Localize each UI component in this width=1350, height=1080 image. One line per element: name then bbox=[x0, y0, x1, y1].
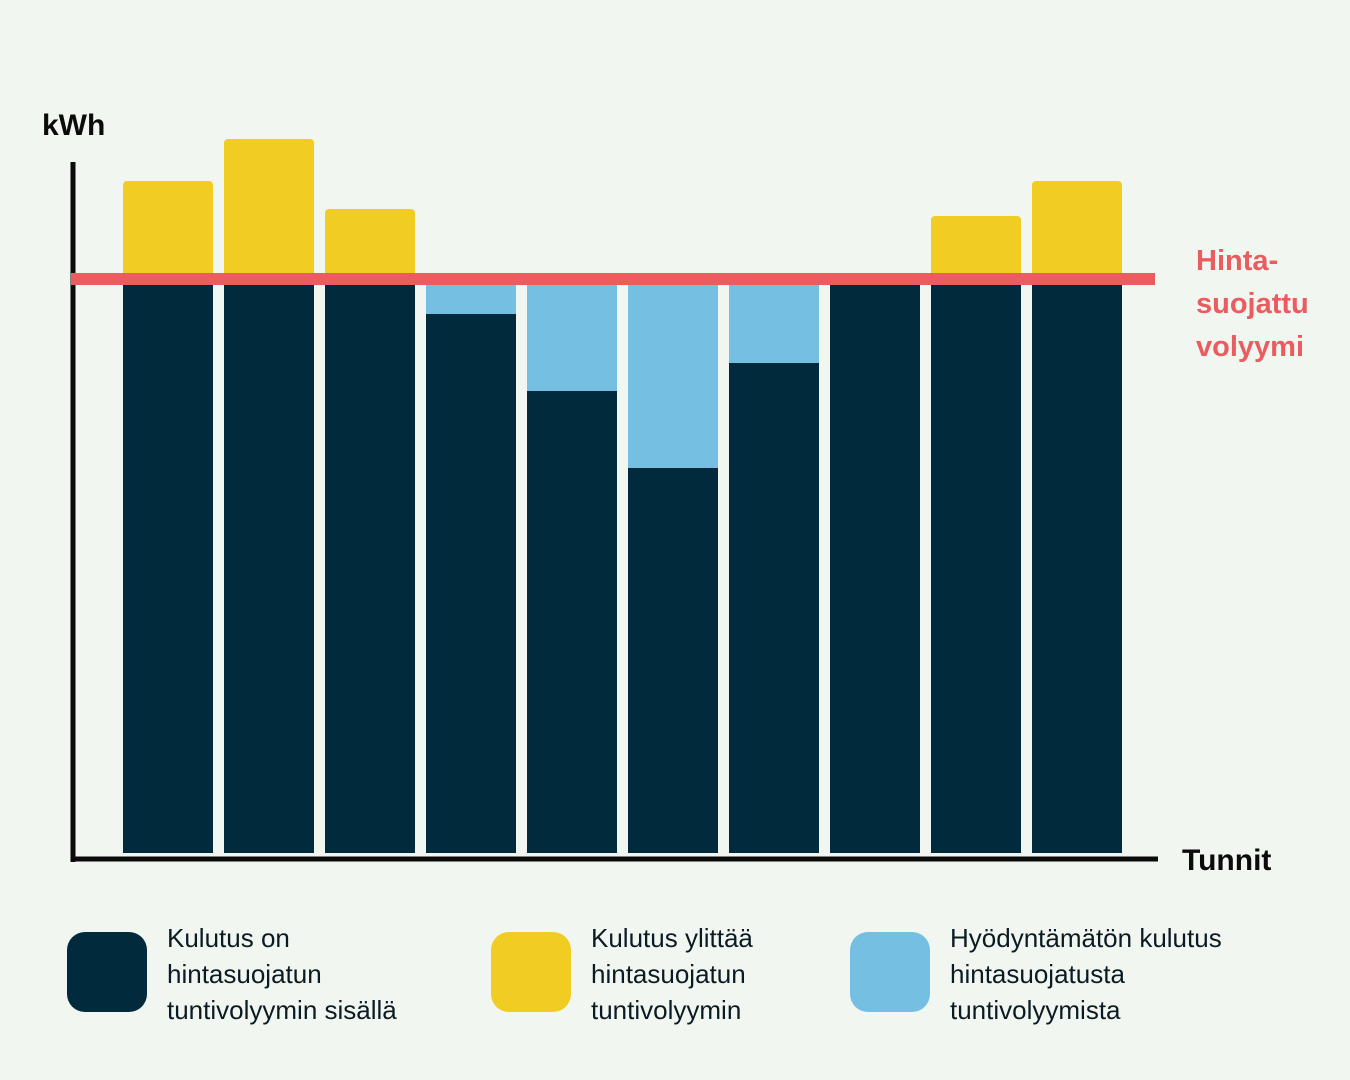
legend-line: tuntivolyymin bbox=[591, 995, 742, 1025]
bar-within bbox=[729, 363, 819, 853]
bar-within bbox=[830, 279, 920, 853]
legend-swatch-light-blue bbox=[850, 932, 930, 1012]
x-axis-label: Tunnit bbox=[1182, 844, 1271, 877]
bar-unused bbox=[628, 279, 718, 468]
bar-over bbox=[931, 216, 1021, 279]
reference-line-label-line-2: suojattu bbox=[1196, 288, 1309, 320]
bar-group bbox=[123, 139, 1122, 853]
bar-within bbox=[1032, 279, 1122, 853]
reference-line-label-line-3: volyymi bbox=[1196, 331, 1304, 363]
bar-within bbox=[123, 279, 213, 853]
bar-within bbox=[325, 279, 415, 853]
legend-line: tuntivolyymista bbox=[950, 995, 1121, 1025]
legend-text: Hyödyntämätön kulutus hintasuojatusta tu… bbox=[950, 920, 1222, 1028]
legend-line: hintasuojatun bbox=[591, 959, 746, 989]
legend-line: hintasuojatun bbox=[167, 959, 322, 989]
reference-line-label: Hinta- suojattu volyymi bbox=[1196, 245, 1317, 363]
legend-line: Kulutus on bbox=[167, 923, 290, 953]
bar-within bbox=[527, 391, 617, 853]
bar-within bbox=[931, 279, 1021, 853]
legend-text: Kulutus on hintasuojatun tuntivolyymin s… bbox=[167, 920, 397, 1028]
legend-text: Kulutus ylittää hintasuojatun tuntivolyy… bbox=[591, 920, 753, 1028]
chart: kWh Tunnit Hinta- suojattu volyymi bbox=[42, 109, 1317, 877]
bar-over bbox=[123, 181, 213, 279]
bar-within bbox=[628, 468, 718, 853]
legend-line: Hyödyntämätön kulutus bbox=[950, 923, 1222, 953]
legend: Kulutus on hintasuojatun tuntivolyymin s… bbox=[0, 920, 1350, 1040]
bar-unused bbox=[527, 279, 617, 391]
bar-over bbox=[325, 209, 415, 279]
legend-swatch-yellow bbox=[491, 932, 571, 1012]
legend-swatch-dark bbox=[67, 932, 147, 1012]
y-axis-label: kWh bbox=[42, 109, 105, 142]
legend-item-exceeds-volume: Kulutus ylittää hintasuojatun tuntivolyy… bbox=[491, 920, 753, 1028]
legend-item-unused-volume: Hyödyntämätön kulutus hintasuojatusta tu… bbox=[850, 920, 1222, 1028]
bar-over bbox=[1032, 181, 1122, 279]
legend-item-within-volume: Kulutus on hintasuojatun tuntivolyymin s… bbox=[67, 920, 397, 1028]
reference-line-label-line-1: Hinta- bbox=[1196, 245, 1278, 277]
price-hedged-volume-line bbox=[71, 273, 1155, 285]
bar-within bbox=[426, 314, 516, 853]
legend-line: hintasuojatusta bbox=[950, 959, 1125, 989]
legend-line: Kulutus ylittää bbox=[591, 923, 753, 953]
legend-line: tuntivolyymin sisällä bbox=[167, 995, 397, 1025]
bar-over bbox=[224, 139, 314, 279]
bar-unused bbox=[729, 279, 819, 363]
bar-within bbox=[224, 279, 314, 853]
